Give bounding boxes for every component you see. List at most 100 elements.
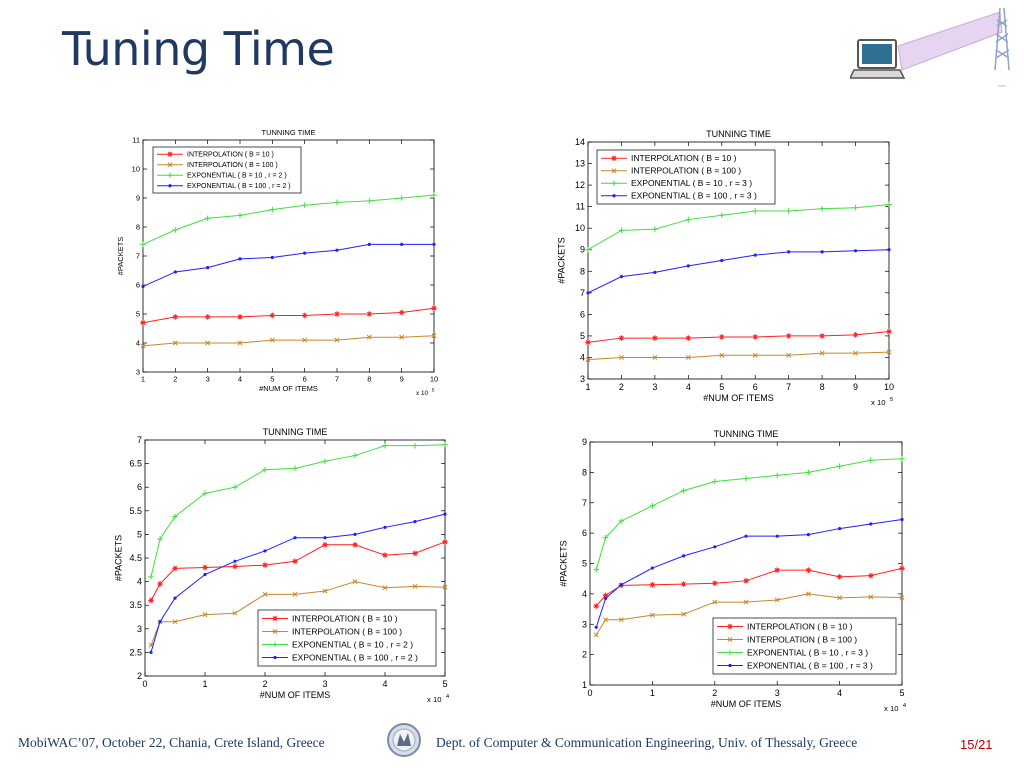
x-tick-label: 5 — [899, 688, 904, 698]
legend-marker — [272, 615, 278, 622]
series-4 — [149, 512, 447, 654]
series-line — [150, 513, 446, 653]
y-tick-label: 6 — [136, 281, 140, 290]
data-point — [232, 563, 238, 570]
legend-label: INTERPOLATION ( B = 10 ) — [631, 153, 737, 163]
data-point — [585, 246, 591, 253]
y-tick-label: 13 — [575, 159, 585, 169]
data-point — [335, 248, 339, 252]
data-point — [819, 350, 825, 356]
legend-marker — [611, 168, 617, 174]
legend-label: INTERPOLATION ( B = 100 ) — [187, 162, 278, 169]
legend-marker — [272, 629, 278, 634]
series-4 — [594, 517, 904, 629]
y-tick-label: 7 — [136, 252, 140, 261]
data-point — [263, 549, 267, 553]
data-point — [681, 611, 687, 617]
data-point — [172, 619, 178, 625]
data-point — [649, 581, 656, 588]
data-point — [412, 550, 418, 557]
data-point — [334, 337, 340, 343]
data-point — [650, 566, 654, 570]
data-point — [868, 457, 874, 464]
data-point — [712, 599, 718, 605]
data-point — [713, 545, 717, 549]
x-multiplier-exponent: 5 — [432, 388, 435, 394]
data-point — [853, 249, 858, 253]
y-tick-label: 6 — [582, 528, 587, 538]
legend-label: EXPONENTIAL ( B = 100 , r = 2 ) — [292, 652, 418, 662]
x-tick-label: 4 — [837, 688, 842, 698]
laptop-radio-tower-icon — [850, 7, 1010, 87]
data-point — [586, 291, 590, 295]
data-point — [774, 597, 780, 603]
legend-marker — [727, 623, 733, 630]
data-point — [836, 574, 843, 580]
data-point — [652, 226, 658, 233]
data-point — [775, 534, 779, 538]
legend-marker — [167, 162, 173, 168]
legend-label: EXPONENTIAL ( B = 10 , r = 3 ) — [747, 647, 868, 657]
legend-marker — [167, 151, 173, 158]
series-2 — [140, 333, 437, 349]
data-point — [431, 305, 437, 311]
series-line — [595, 518, 903, 628]
data-point — [442, 441, 448, 448]
series-line — [587, 249, 890, 294]
legend-marker — [727, 637, 733, 642]
data-point — [720, 258, 724, 263]
x-tick-label: 5 — [270, 375, 274, 384]
data-point — [680, 581, 687, 587]
data-point — [292, 558, 298, 565]
data-point — [805, 567, 812, 573]
data-point — [232, 610, 238, 616]
data-point — [752, 352, 758, 358]
data-point — [158, 620, 162, 624]
chart-top-left: TUNNING TIME 1 2 3 4 5 6 7 8 9 10 3 4 5 6 7 8 9 10 11 #NUM O… — [116, 128, 438, 397]
y-tick-label: 8 — [582, 467, 587, 477]
data-point — [712, 478, 718, 485]
series-3 — [140, 192, 437, 248]
y-tick-label: 9 — [136, 194, 140, 203]
y-tick-label: 5 — [580, 331, 585, 341]
data-point — [774, 472, 780, 479]
data-point — [837, 595, 843, 601]
legend-marker — [272, 641, 278, 648]
data-point — [887, 248, 891, 252]
y-tick-label: 4 — [136, 339, 140, 348]
data-point — [382, 442, 388, 449]
data-point — [262, 562, 268, 568]
legend-label: EXPONENTIAL ( B = 100 , r = 2 ) — [187, 183, 291, 190]
data-point — [206, 266, 210, 270]
data-point — [787, 250, 791, 254]
x-tick-label: 0 — [142, 679, 147, 689]
data-point — [852, 332, 859, 338]
data-point — [301, 312, 308, 319]
data-point — [820, 250, 824, 254]
data-point — [718, 334, 725, 340]
data-point — [302, 337, 308, 343]
y-tick-label: 3.5 — [129, 600, 142, 610]
data-point — [322, 541, 328, 548]
series-line — [595, 458, 903, 570]
data-point — [836, 463, 843, 470]
x-tick-label: 0 — [587, 688, 592, 698]
data-point — [853, 350, 859, 356]
x-tick-label: 2 — [262, 679, 267, 689]
y-tick-label: 7 — [582, 498, 587, 508]
series-line — [150, 581, 446, 646]
data-point — [322, 458, 328, 465]
x-tick-label: 3 — [652, 382, 657, 392]
data-point — [618, 335, 625, 341]
y-tick-label: 12 — [575, 180, 585, 190]
data-point — [604, 596, 608, 601]
x-tick-label: 5 — [719, 382, 724, 392]
x-tick-label: 2 — [173, 375, 177, 384]
legend-label: EXPONENTIAL ( B = 10 , r = 2 ) — [187, 173, 287, 180]
data-point — [237, 340, 243, 346]
legend-box — [257, 609, 437, 667]
data-point — [618, 355, 624, 360]
legend: INTERPOLATION ( B = 10 ) INTERPOLATION ( … — [152, 146, 302, 194]
legend: INTERPOLATION ( B = 10 ) INTERPOLATION ( … — [596, 149, 776, 205]
